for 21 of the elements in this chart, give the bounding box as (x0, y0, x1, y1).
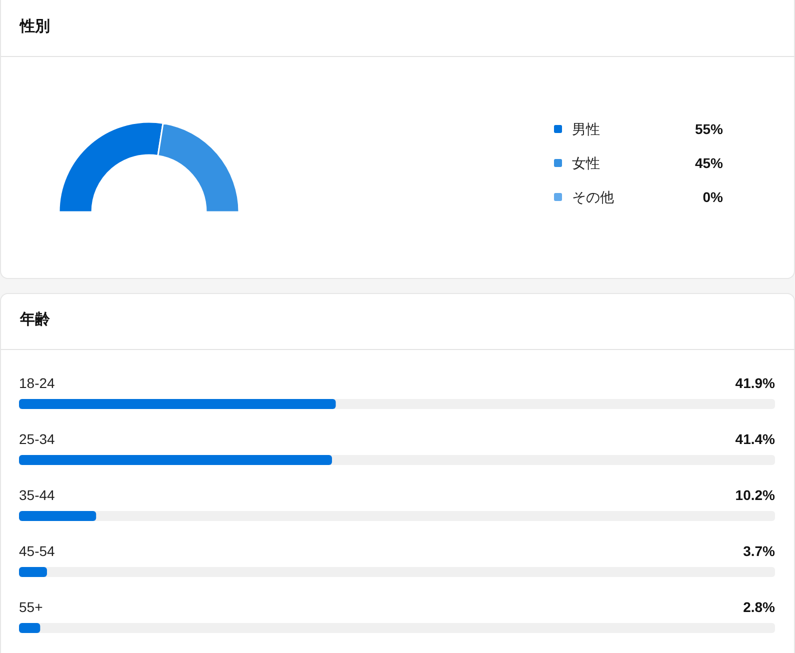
legend-label: 男性 (572, 121, 600, 137)
data-label: 10.2% (735, 487, 776, 503)
data-label: 3.7% (743, 543, 776, 559)
y-tick-label: 25-34 (19, 431, 56, 447)
bar (19, 511, 96, 521)
y-tick-label: 55+ (19, 599, 43, 615)
data-label: 55% (694, 121, 724, 137)
text: 0% (702, 189, 723, 205)
data-label: 41.9% (735, 375, 776, 391)
data-label: 2.8% (743, 599, 776, 615)
y-tick-label: 18-24 (19, 375, 56, 391)
y-tick-label: 35-44 (19, 487, 56, 503)
chart-title: 年齢 (19, 311, 51, 328)
chart-title: 性別 (19, 18, 50, 35)
bar (19, 567, 47, 577)
legend-label: その他 (572, 189, 614, 205)
bar (19, 623, 40, 633)
y-tick-label: 45-54 (19, 543, 56, 559)
data-label: 41.4% (735, 431, 776, 447)
data-label: 45% (694, 155, 724, 171)
legend-label: 女性 (572, 155, 600, 171)
